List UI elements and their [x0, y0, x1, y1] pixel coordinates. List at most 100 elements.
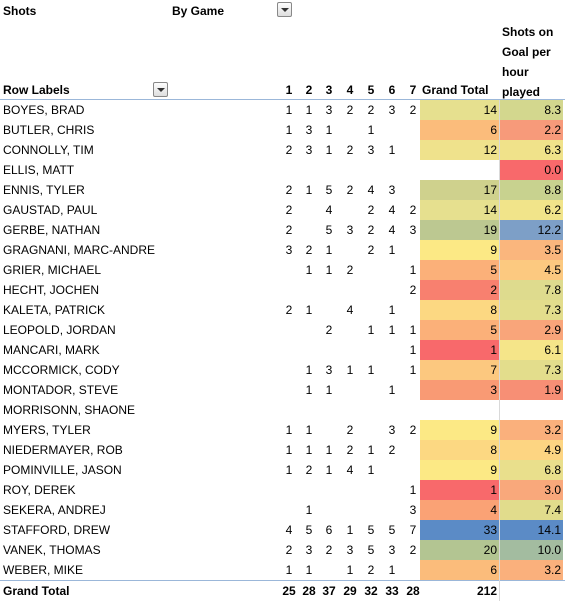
game-shots-cell: 1	[302, 380, 316, 400]
player-name: ELLIS, MATT	[3, 160, 74, 180]
game-shots-cell	[302, 320, 316, 340]
sog-per-hour-cell: 0.0	[500, 160, 563, 180]
game-shots-cell: 2	[406, 100, 420, 120]
game-shots-cell	[385, 260, 399, 280]
game-column-header: 5	[364, 83, 378, 97]
sog-per-hour-cell	[500, 400, 563, 420]
player-name: LEOPOLD, JORDAN	[3, 320, 116, 340]
player-name: BUTLER, CHRIS	[3, 120, 94, 140]
column-divider	[499, 100, 500, 601]
grand-total-header: Grand Total	[422, 83, 488, 97]
table-row[interactable]: ELLIS, MATT 0.0	[0, 160, 565, 180]
game-shots-cell: 1	[282, 100, 296, 120]
player-name: CONNOLLY, TIM	[3, 140, 94, 160]
game-shots-cell: 4	[343, 300, 357, 320]
grand-total-cell: 9	[420, 240, 499, 260]
game-shots-cell	[406, 120, 420, 140]
game-shots-cell: 2	[282, 180, 296, 200]
grand-total-value: 212	[420, 581, 499, 601]
game-shots-cell	[302, 480, 316, 500]
game-shots-cell: 1	[343, 560, 357, 580]
grand-total-cell	[420, 160, 499, 180]
game-shots-cell: 1	[385, 240, 399, 260]
row-filter-dropdown-icon[interactable]	[153, 82, 168, 97]
game-shots-cell	[364, 160, 378, 180]
player-name: ROY, DEREK	[3, 480, 75, 500]
grand-total-cell: 2	[420, 280, 499, 300]
game-column-header: 1	[282, 83, 296, 97]
game-shots-cell	[364, 260, 378, 280]
game-shots-cell	[322, 400, 336, 420]
game-total-cell: 37	[322, 581, 336, 601]
game-shots-cell	[322, 560, 336, 580]
game-shots-cell	[322, 500, 336, 520]
grand-total-cell: 6	[420, 120, 499, 140]
game-shots-cell	[302, 160, 316, 180]
player-name: SEKERA, ANDREJ	[3, 500, 106, 520]
game-shots-cell	[364, 300, 378, 320]
game-shots-cell: 2	[282, 540, 296, 560]
game-shots-cell: 3	[364, 140, 378, 160]
sog-per-hour-cell: 7.4	[500, 500, 563, 520]
sog-per-hour-cell: 3.2	[500, 560, 563, 580]
game-shots-cell: 1	[322, 120, 336, 140]
sog-per-hour-cell: 10.0	[500, 540, 563, 560]
player-name: GAUSTAD, PAUL	[3, 200, 97, 220]
player-name: POMINVILLE, JASON	[3, 460, 122, 480]
player-name: MANCARI, MARK	[3, 340, 100, 360]
grand-total-cell	[420, 400, 499, 420]
game-shots-cell: 2	[282, 220, 296, 240]
game-shots-cell	[343, 320, 357, 340]
game-shots-cell: 1	[282, 460, 296, 480]
player-name: HECHT, JOCHEN	[3, 280, 99, 300]
game-shots-cell: 1	[302, 260, 316, 280]
game-shots-cell: 5	[302, 520, 316, 540]
grand-total-cell: 8	[420, 300, 499, 320]
sog-per-hour-cell: 6.3	[500, 140, 563, 160]
grand-total-cell: 33	[420, 520, 499, 540]
game-shots-cell: 5	[385, 520, 399, 540]
game-column-header: 2	[302, 83, 316, 97]
game-shots-cell: 3	[282, 240, 296, 260]
game-shots-cell: 1	[282, 560, 296, 580]
game-shots-cell	[406, 300, 420, 320]
game-shots-cell: 2	[364, 100, 378, 120]
game-shots-cell: 4	[385, 220, 399, 240]
game-shots-cell: 2	[343, 140, 357, 160]
game-shots-cell: 2	[364, 240, 378, 260]
table-row[interactable]: MORRISONN, SHAONE	[0, 400, 565, 420]
game-shots-cell: 3	[385, 180, 399, 200]
sog-per-hour-cell: 2.9	[500, 320, 563, 340]
game-shots-cell	[385, 340, 399, 360]
game-shots-cell	[322, 480, 336, 500]
game-shots-cell	[406, 240, 420, 260]
column-filter-dropdown-icon[interactable]	[277, 2, 292, 17]
grand-total-cell: 17	[420, 180, 499, 200]
game-shots-cell: 1	[385, 300, 399, 320]
game-shots-cell	[282, 280, 296, 300]
game-shots-cell: 3	[343, 540, 357, 560]
